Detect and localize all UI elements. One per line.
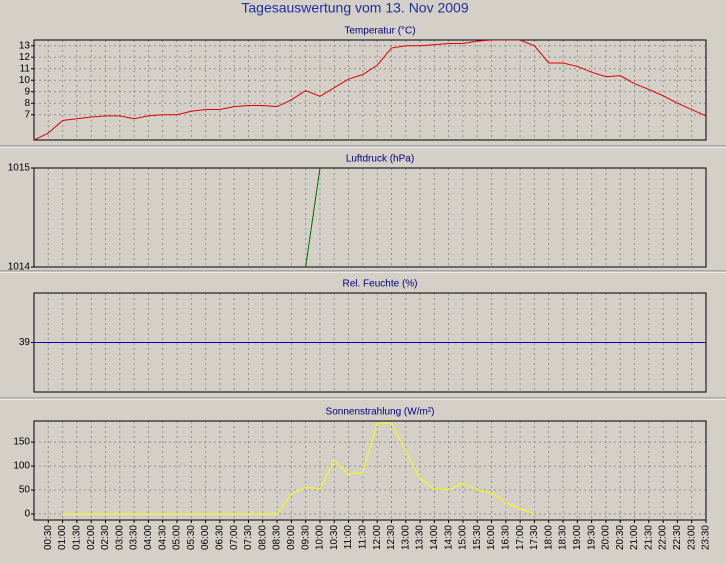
y-tick-label: 1014 xyxy=(8,262,31,273)
x-tick-label: 23:00 xyxy=(686,525,697,550)
x-tick-label: 03:30 xyxy=(129,525,140,550)
x-tick-label: 19:30 xyxy=(586,525,597,550)
x-tick-label: 11:30 xyxy=(357,525,368,550)
chart-title: Rel. Feuchte (%) xyxy=(342,279,417,290)
x-tick-label: 10:30 xyxy=(329,525,340,550)
data-line xyxy=(62,422,535,515)
x-tick-label: 20:30 xyxy=(615,525,626,550)
x-tick-label: 07:00 xyxy=(229,525,240,550)
y-tick-label: 50 xyxy=(19,485,31,496)
x-tick-label: 13:30 xyxy=(415,525,426,550)
main-title: Tagesauswertung vom 13. Nov 2009 xyxy=(241,0,468,16)
data-line xyxy=(34,40,706,140)
x-tick-label: 12:30 xyxy=(386,525,397,550)
x-tick-label: 23:30 xyxy=(701,525,712,550)
y-tick-label: 0 xyxy=(24,509,30,520)
x-tick-label: 22:00 xyxy=(658,525,669,550)
x-tick-label: 21:00 xyxy=(629,525,640,550)
y-tick-label: 8 xyxy=(24,98,30,109)
x-tick-label: 08:30 xyxy=(272,525,283,550)
y-tick-label: 150 xyxy=(13,437,30,448)
x-tick-label: 19:00 xyxy=(572,525,583,550)
x-tick-label: 22:30 xyxy=(672,525,683,550)
y-tick-label: 7 xyxy=(24,109,30,120)
x-tick-label: 14:30 xyxy=(443,525,454,550)
x-tick-label: 02:30 xyxy=(100,525,111,550)
x-tick-label: 01:00 xyxy=(57,525,68,550)
x-tick-label: 02:00 xyxy=(86,525,97,550)
x-tick-label: 15:30 xyxy=(472,525,483,550)
x-tick-label: 12:00 xyxy=(372,525,383,550)
y-tick-label: 11 xyxy=(20,63,31,74)
x-tick-label: 06:00 xyxy=(200,525,211,550)
chart-title: Sonnenstrahlung (W/m²) xyxy=(326,407,435,418)
x-tick-label: 17:00 xyxy=(515,525,526,550)
x-tick-label: 16:30 xyxy=(500,525,511,550)
plot-frame xyxy=(33,39,707,141)
x-tick-label: 18:30 xyxy=(558,525,569,550)
x-tick-label: 18:00 xyxy=(543,525,554,550)
x-tick-label: 05:00 xyxy=(172,525,183,550)
x-tick-label: 15:00 xyxy=(458,525,469,550)
chart-title: Luftdruck (hPa) xyxy=(346,154,414,165)
x-tick-label: 01:30 xyxy=(72,525,83,550)
plot-frame xyxy=(33,167,707,268)
x-tick-label: 03:00 xyxy=(114,525,125,550)
x-tick-label: 05:30 xyxy=(186,525,197,550)
x-tick-label: 17:30 xyxy=(529,525,540,550)
chart-title: Temperatur (°C) xyxy=(344,26,415,37)
x-tick-label: 09:00 xyxy=(286,525,297,550)
y-tick-label: 100 xyxy=(13,461,30,472)
x-tick-label: 20:00 xyxy=(601,525,612,550)
x-tick-label: 13:00 xyxy=(400,525,411,550)
x-tick-label: 14:00 xyxy=(429,525,440,550)
x-tick-label: 08:00 xyxy=(257,525,268,550)
x-tick-label: 04:00 xyxy=(143,525,154,550)
plot-frame xyxy=(33,420,707,521)
x-tick-label: 09:30 xyxy=(300,525,311,550)
x-tick-label: 07:30 xyxy=(243,525,254,550)
y-tick-label: 1015 xyxy=(8,163,31,174)
x-tick-label: 00:30 xyxy=(43,525,54,550)
x-tick-label: 11:00 xyxy=(343,525,354,550)
y-tick-label: 10 xyxy=(19,75,31,86)
x-tick-label: 10:00 xyxy=(315,525,326,550)
data-line xyxy=(305,168,321,267)
y-tick-label: 39 xyxy=(19,337,31,348)
x-tick-label: 06:30 xyxy=(215,525,226,550)
y-tick-label: 12 xyxy=(19,52,31,63)
x-tick-label: 04:30 xyxy=(157,525,168,550)
x-tick-label: 16:00 xyxy=(486,525,497,550)
y-tick-label: 9 xyxy=(24,86,30,97)
x-tick-label: 21:30 xyxy=(643,525,654,550)
y-tick-label: 13 xyxy=(19,40,31,51)
